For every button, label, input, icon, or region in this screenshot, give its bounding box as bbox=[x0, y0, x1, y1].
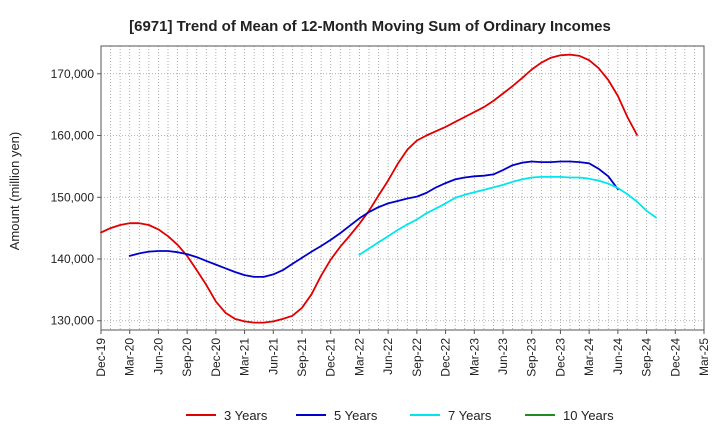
x-tick-label: Jun-22 bbox=[381, 338, 395, 375]
legend-label-10-years[interactable]: 10 Years bbox=[563, 408, 614, 423]
x-tick-label: Mar-23 bbox=[467, 338, 481, 376]
x-tick-label: Dec-24 bbox=[668, 338, 682, 377]
plot-frame bbox=[100, 45, 705, 331]
x-tick-label: Dec-20 bbox=[209, 338, 223, 377]
x-tick-label: Sep-21 bbox=[295, 338, 309, 377]
x-tick-label: Mar-25 bbox=[697, 338, 711, 376]
x-tick-label: Jun-21 bbox=[266, 338, 280, 375]
x-tick-label: Jun-23 bbox=[496, 338, 510, 375]
x-tick-label: Mar-21 bbox=[238, 338, 252, 376]
y-axis: 130,000 140,000 150,000 160,000 170,000 bbox=[51, 67, 101, 328]
x-tick-label: Jun-20 bbox=[151, 338, 165, 375]
x-axis: Dec-19 Mar-20 Jun-20 Sep-20 Dec-20 Mar-21 Jun-… bbox=[94, 330, 711, 377]
legend-label-3-years[interactable]: 3 Years bbox=[224, 408, 268, 423]
x-tick-label: Dec-21 bbox=[324, 338, 338, 377]
x-tick-label: Sep-20 bbox=[180, 338, 194, 377]
x-tick-label: Dec-23 bbox=[553, 338, 567, 377]
x-tick-label: Mar-24 bbox=[582, 338, 596, 376]
x-tick-label: Dec-19 bbox=[94, 338, 108, 377]
series-line-5-years bbox=[128, 160, 619, 278]
chart-title: [6971] Trend of Mean of 12-Month Moving … bbox=[129, 18, 611, 35]
x-tick-label: Mar-22 bbox=[352, 338, 366, 376]
y-axis-label: Amount (million yen) bbox=[7, 132, 22, 251]
series-layer bbox=[100, 53, 657, 324]
x-tick-label: Dec-22 bbox=[439, 338, 453, 377]
x-tick-label: Sep-22 bbox=[410, 338, 424, 377]
y-tick-label: 130,000 bbox=[51, 314, 95, 328]
legend-label-7-years[interactable]: 7 Years bbox=[448, 408, 492, 423]
x-tick-label: Mar-20 bbox=[123, 338, 137, 376]
x-tick-label: Jun-24 bbox=[611, 338, 625, 375]
y-tick-label: 140,000 bbox=[51, 252, 95, 266]
series-line-7-years bbox=[358, 175, 657, 256]
y-tick-label: 170,000 bbox=[51, 67, 95, 81]
y-tick-label: 160,000 bbox=[51, 129, 95, 143]
legend-label-5-years[interactable]: 5 Years bbox=[334, 408, 378, 423]
legend[interactable]: 3 Years 5 Years 7 Years 10 Years bbox=[186, 408, 614, 423]
y-tick-label: 150,000 bbox=[51, 190, 95, 204]
series-line-3-years bbox=[100, 53, 638, 324]
x-tick-label: Sep-23 bbox=[525, 338, 539, 377]
x-tick-label: Sep-24 bbox=[640, 338, 654, 377]
